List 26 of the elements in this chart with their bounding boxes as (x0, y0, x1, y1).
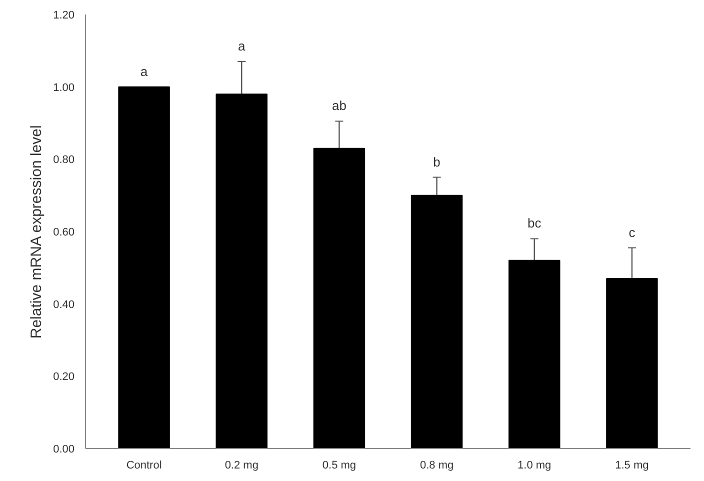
annotation: a (238, 38, 246, 54)
annotation: ab (332, 98, 346, 114)
bar (216, 94, 268, 448)
x-tick-label: 0.2 mg (224, 460, 258, 472)
y-tick-label: 1.20 (53, 10, 75, 22)
y-tick-label: 0.20 (53, 371, 75, 384)
bar (313, 148, 366, 448)
annotation: a (140, 64, 148, 79)
x-tick-label: 1.5 mg (615, 460, 649, 472)
bar (508, 260, 560, 448)
x-tick-label: 0.5 mg (322, 460, 356, 472)
y-tick-label: 0.60 (53, 226, 75, 238)
bar (118, 86, 170, 448)
bar (410, 194, 463, 448)
annotation: b (433, 154, 440, 170)
x-tick-label: 1.0 mg (518, 460, 552, 472)
bar (606, 278, 658, 448)
x-tick-label: Control (126, 460, 162, 472)
y-tick-label: 0.40 (53, 298, 75, 311)
y-axis-title: Relative mRNA expression level (28, 125, 46, 339)
y-tick-label: 0.80 (53, 154, 75, 166)
annotation: c (628, 224, 636, 240)
y-tick-label: 0.00 (53, 444, 75, 456)
y-tick-label: 1.00 (53, 82, 75, 94)
x-tick-label: 0.8 mg (420, 460, 454, 472)
annotation: bc (528, 216, 542, 231)
